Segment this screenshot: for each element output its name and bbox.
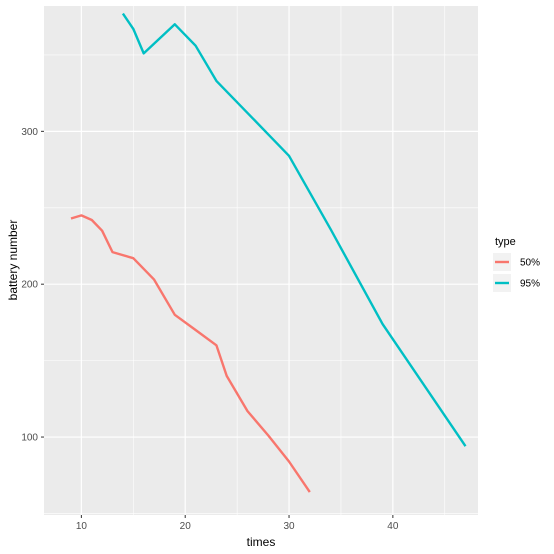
series-line-50pct bbox=[70, 214, 311, 493]
y-tick-label: 100 bbox=[21, 433, 38, 444]
x-tick-label: 10 bbox=[76, 521, 88, 532]
y-axis-title: battery number bbox=[6, 220, 20, 301]
legend: type 50% 95% bbox=[493, 236, 540, 292]
y-tick-label: 300 bbox=[21, 127, 38, 138]
y-tick-label: 200 bbox=[21, 280, 38, 291]
legend-label: 50% bbox=[520, 258, 540, 269]
legend-label: 95% bbox=[520, 279, 540, 290]
legend-title: type bbox=[495, 236, 516, 248]
x-tick-label: 20 bbox=[180, 521, 192, 532]
plot-panel bbox=[44, 6, 478, 515]
x-axis-title: times bbox=[247, 535, 276, 549]
minor-gridlines bbox=[44, 6, 478, 515]
series-line-95pct bbox=[121, 12, 467, 447]
y-axis: 100 200 300 bbox=[21, 127, 44, 444]
major-gridlines bbox=[44, 6, 478, 515]
x-axis: 10 20 30 40 bbox=[76, 515, 399, 532]
x-tick-label: 30 bbox=[283, 521, 295, 532]
x-tick-label: 40 bbox=[387, 521, 399, 532]
series-lines bbox=[70, 12, 467, 493]
